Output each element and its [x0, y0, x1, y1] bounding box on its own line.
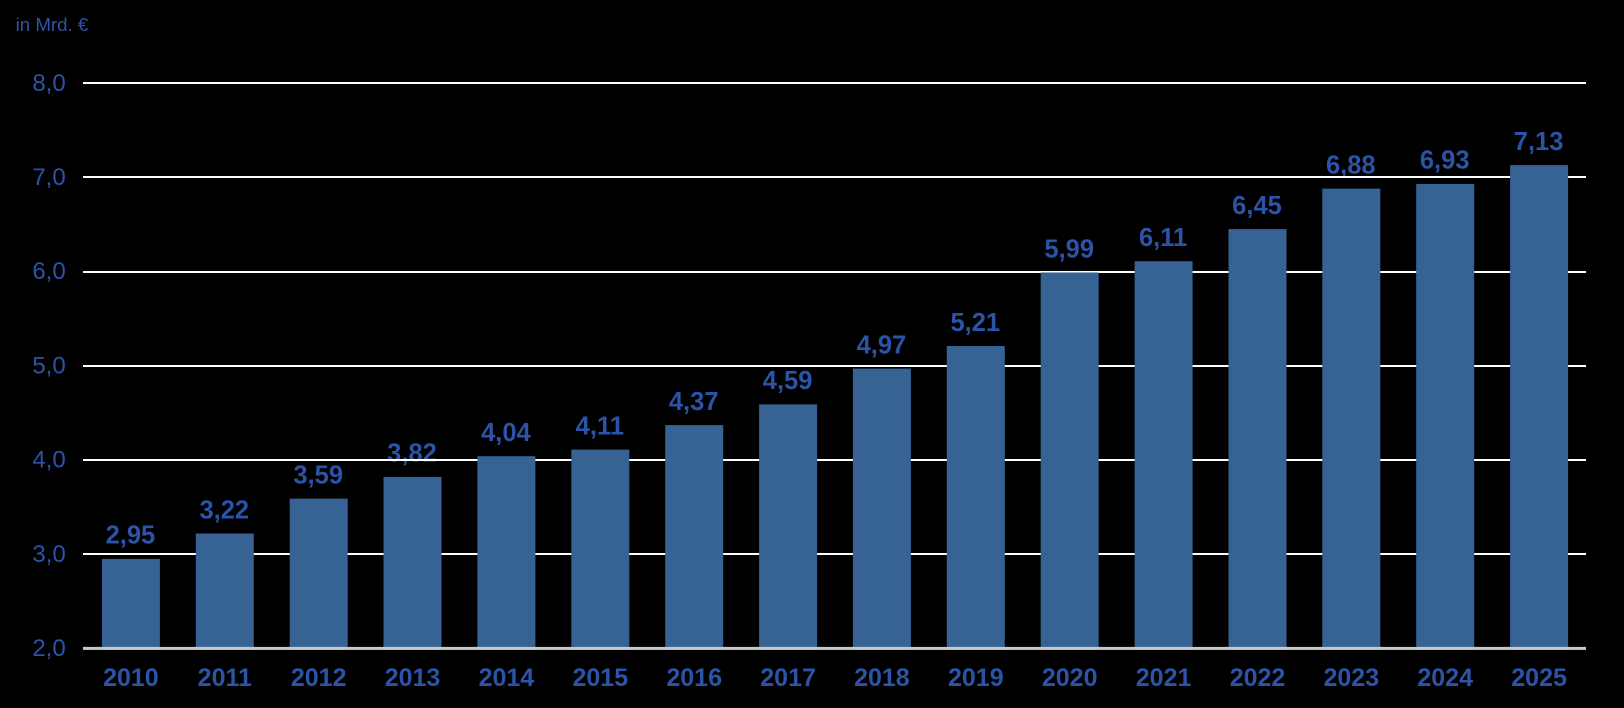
svg-text:3,22: 3,22	[199, 496, 249, 524]
svg-text:5,21: 5,21	[950, 309, 1000, 337]
svg-text:2021: 2021	[1136, 664, 1192, 692]
svg-text:4,37: 4,37	[669, 388, 719, 416]
svg-text:4,97: 4,97	[857, 331, 907, 359]
svg-text:2012: 2012	[291, 664, 347, 692]
svg-text:4,04: 4,04	[481, 419, 531, 447]
svg-text:2011: 2011	[198, 664, 252, 692]
svg-text:4,59: 4,59	[763, 367, 813, 395]
svg-text:4,11: 4,11	[576, 412, 624, 440]
svg-text:2020: 2020	[1042, 664, 1098, 692]
svg-text:2014: 2014	[479, 664, 535, 692]
svg-text:3,0: 3,0	[32, 541, 65, 568]
svg-text:2013: 2013	[385, 664, 441, 692]
svg-text:2015: 2015	[572, 664, 628, 692]
svg-text:2019: 2019	[948, 664, 1004, 692]
svg-text:6,0: 6,0	[32, 258, 65, 285]
svg-text:3,82: 3,82	[387, 440, 437, 468]
svg-text:6,11: 6,11	[1139, 224, 1187, 252]
svg-text:2016: 2016	[666, 664, 722, 692]
svg-text:6,93: 6,93	[1420, 147, 1470, 175]
svg-text:2,95: 2,95	[106, 522, 156, 550]
svg-text:2010: 2010	[103, 664, 159, 692]
svg-text:5,0: 5,0	[32, 352, 65, 379]
svg-text:4,0: 4,0	[32, 447, 65, 474]
svg-text:2017: 2017	[760, 664, 816, 692]
svg-text:5,99: 5,99	[1044, 235, 1094, 263]
svg-text:6,88: 6,88	[1326, 151, 1376, 179]
svg-text:6,45: 6,45	[1232, 192, 1282, 220]
svg-text:2022: 2022	[1230, 664, 1286, 692]
svg-text:2025: 2025	[1511, 664, 1567, 692]
svg-text:2023: 2023	[1323, 664, 1379, 692]
svg-text:8,0: 8,0	[32, 70, 65, 97]
svg-text:in Mrd. €: in Mrd. €	[16, 14, 89, 35]
svg-text:7,0: 7,0	[32, 164, 65, 191]
svg-text:2,0: 2,0	[32, 635, 65, 662]
svg-text:2024: 2024	[1417, 664, 1473, 692]
svg-text:7,13: 7,13	[1514, 128, 1564, 156]
svg-text:2018: 2018	[854, 664, 910, 692]
svg-text:3,59: 3,59	[293, 461, 343, 489]
